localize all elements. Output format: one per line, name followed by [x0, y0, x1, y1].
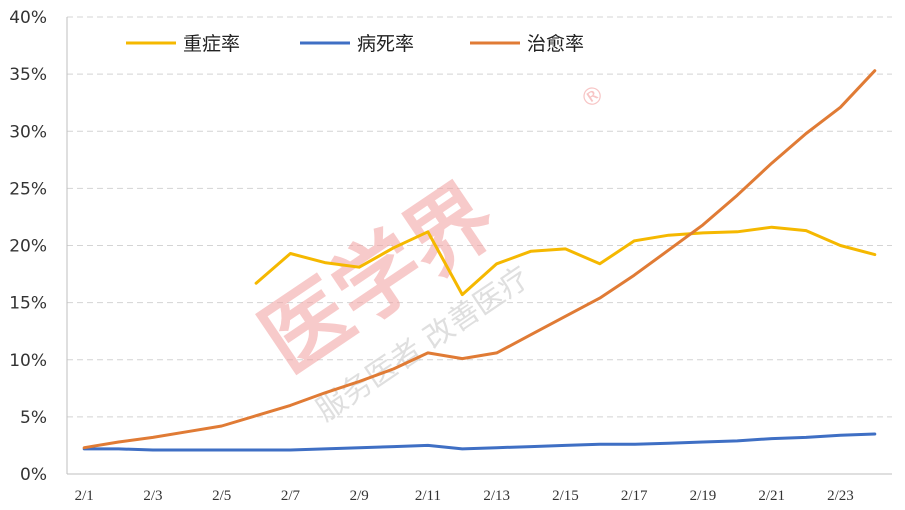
x-tick-label: 2/21: [758, 488, 785, 504]
series-lines: [82, 69, 877, 452]
x-tick-label: 2/3: [143, 488, 162, 504]
tick-labels: 0% 5% 10% 15% 20% 25% 30% 35% 40% 2/1 2/3 2/5 2/7 2/9…: [9, 8, 854, 504]
series-line: [82, 432, 877, 452]
x-tick-label: 2/23: [827, 488, 854, 504]
series-line: [82, 69, 877, 450]
y-tick-label: 10%: [9, 351, 47, 371]
x-tick-label: 2/13: [483, 488, 510, 504]
legend-label: 治愈率: [527, 33, 584, 55]
y-tick-label: 15%: [9, 294, 47, 314]
y-tick-label: 35%: [9, 65, 47, 85]
x-tick-label: 2/11: [415, 488, 441, 504]
legend: 重症率 病死率 治愈率: [126, 33, 584, 55]
legend-label: 重症率: [183, 33, 240, 55]
x-tick-label: 2/19: [690, 488, 717, 504]
axes: [66, 17, 892, 475]
x-tick-label: 2/5: [212, 488, 231, 504]
y-tick-label: 40%: [9, 8, 47, 28]
y-tick-label: 25%: [9, 179, 47, 199]
series-line: [254, 225, 877, 297]
x-tick-label: 2/17: [621, 488, 648, 504]
grid: [67, 16, 892, 418]
x-tick-label: 2/9: [350, 488, 369, 504]
y-tick-label: 20%: [9, 237, 47, 257]
y-tick-label: 5%: [20, 408, 47, 428]
x-tick-label: 2/15: [552, 488, 579, 504]
legend-label: 病死率: [357, 33, 414, 55]
x-tick-label: 2/7: [281, 488, 301, 504]
y-tick-label: 30%: [9, 122, 47, 142]
x-tick-label: 2/1: [75, 488, 94, 504]
watermark-registered-mark: ®: [575, 78, 611, 115]
y-tick-label: 0%: [20, 465, 47, 485]
